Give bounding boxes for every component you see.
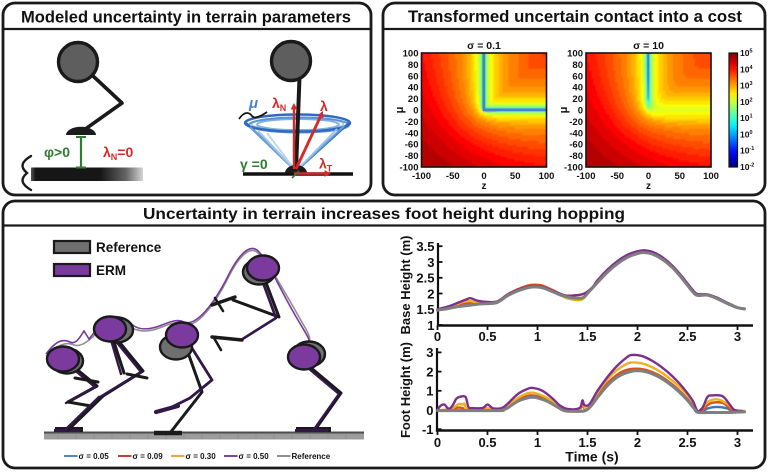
svg-text:-20: -20 [405, 117, 419, 128]
svg-text:100: 100 [703, 171, 719, 182]
svg-text:1: 1 [426, 384, 433, 399]
svg-text:σ = 0.30: σ = 0.30 [186, 452, 217, 461]
svg-text:-1: -1 [422, 422, 434, 437]
svg-text:1: 1 [534, 435, 541, 450]
svg-text:3: 3 [734, 435, 741, 450]
svg-text:104: 104 [740, 64, 753, 74]
svg-text:0: 0 [434, 435, 441, 450]
svg-text:60: 60 [572, 71, 583, 82]
svg-text:10-1: 10-1 [740, 146, 754, 156]
svg-text:2: 2 [634, 329, 641, 344]
svg-text:μ: μ [248, 95, 258, 112]
svg-text:z: z [646, 181, 651, 192]
svg-text:0: 0 [434, 329, 441, 344]
svg-text:3: 3 [427, 255, 434, 270]
svg-text:λN=0: λN=0 [103, 144, 133, 162]
svg-text:μ: μ [558, 107, 570, 114]
svg-text:-60: -60 [405, 140, 419, 151]
svg-text:0: 0 [646, 171, 651, 182]
svg-text:20: 20 [408, 94, 419, 105]
svg-text:0: 0 [413, 106, 418, 117]
svg-text:80: 80 [408, 60, 419, 71]
svg-text:3: 3 [426, 345, 433, 360]
svg-text:1.5: 1.5 [578, 329, 596, 344]
svg-text:Reference: Reference [292, 452, 331, 461]
svg-text:40: 40 [408, 83, 419, 94]
svg-text:3.5: 3.5 [416, 239, 434, 254]
svg-text:101: 101 [740, 113, 753, 123]
svg-text:2: 2 [634, 435, 641, 450]
svg-text:-40: -40 [569, 128, 583, 139]
svg-text:-100: -100 [399, 163, 418, 174]
svg-text:γ =0: γ =0 [240, 156, 268, 172]
svg-text:1: 1 [534, 329, 541, 344]
svg-text:2.5: 2.5 [678, 435, 696, 450]
svg-text:102: 102 [740, 97, 753, 107]
svg-text:-50: -50 [446, 171, 460, 182]
svg-text:λ: λ [320, 98, 328, 114]
svg-text:2.5: 2.5 [678, 329, 696, 344]
svg-text:100: 100 [567, 49, 583, 60]
svg-text:σ = 0.50: σ = 0.50 [239, 452, 270, 461]
svg-text:0: 0 [481, 171, 486, 182]
svg-text:Reference: Reference [96, 240, 162, 255]
svg-text:0: 0 [578, 106, 583, 117]
svg-text:Transformed uncertain contact: Transformed uncertain contact into a cos… [408, 8, 743, 26]
svg-text:50: 50 [675, 171, 686, 182]
svg-text:σ = 0.1: σ = 0.1 [467, 40, 501, 52]
svg-text:80: 80 [572, 60, 583, 71]
svg-text:40: 40 [572, 83, 583, 94]
svg-text:10-2: 10-2 [740, 162, 754, 172]
svg-text:z: z [482, 181, 487, 192]
svg-text:ERM: ERM [96, 263, 126, 278]
svg-text:-50: -50 [610, 171, 624, 182]
svg-text:-100: -100 [564, 163, 583, 174]
svg-text:2: 2 [427, 286, 434, 301]
svg-text:Foot Height (m): Foot Height (m) [398, 342, 413, 438]
svg-text:105: 105 [740, 48, 753, 58]
svg-text:μ: μ [394, 107, 406, 114]
svg-text:-100: -100 [576, 171, 595, 182]
svg-text:50: 50 [510, 171, 521, 182]
svg-text:100: 100 [539, 171, 555, 182]
svg-text:60: 60 [408, 71, 419, 82]
svg-text:σ = 0.05: σ = 0.05 [79, 452, 110, 461]
svg-text:0.5: 0.5 [478, 435, 496, 450]
svg-text:σ = 0.09: σ = 0.09 [133, 452, 164, 461]
svg-text:2: 2 [426, 364, 433, 379]
svg-text:-80: -80 [569, 151, 583, 162]
svg-text:2.5: 2.5 [416, 271, 434, 286]
svg-text:φ>0: φ>0 [44, 144, 70, 160]
svg-text:1: 1 [427, 318, 434, 333]
svg-text:Time (s): Time (s) [565, 449, 618, 465]
svg-text:Uncertainty in terrain increas: Uncertainty in terrain increases foot he… [143, 206, 625, 223]
svg-text:-100: -100 [412, 171, 431, 182]
svg-text:100: 100 [403, 49, 419, 60]
svg-text:-40: -40 [405, 128, 419, 139]
svg-text:0: 0 [426, 403, 433, 418]
svg-text:Modeled uncertainty in terrain: Modeled uncertainty in terrain parameter… [21, 9, 351, 27]
svg-text:100: 100 [740, 129, 753, 139]
svg-text:1.5: 1.5 [416, 302, 434, 317]
svg-text:103: 103 [740, 81, 753, 91]
svg-text:-60: -60 [569, 140, 583, 151]
svg-text:-20: -20 [569, 117, 583, 128]
svg-text:σ = 10: σ = 10 [633, 40, 664, 52]
svg-text:1.5: 1.5 [578, 435, 596, 450]
svg-text:-80: -80 [405, 151, 419, 162]
svg-text:3: 3 [734, 329, 741, 344]
svg-text:Base Height (m): Base Height (m) [398, 236, 413, 335]
svg-text:20: 20 [572, 94, 583, 105]
svg-text:0.5: 0.5 [478, 329, 496, 344]
